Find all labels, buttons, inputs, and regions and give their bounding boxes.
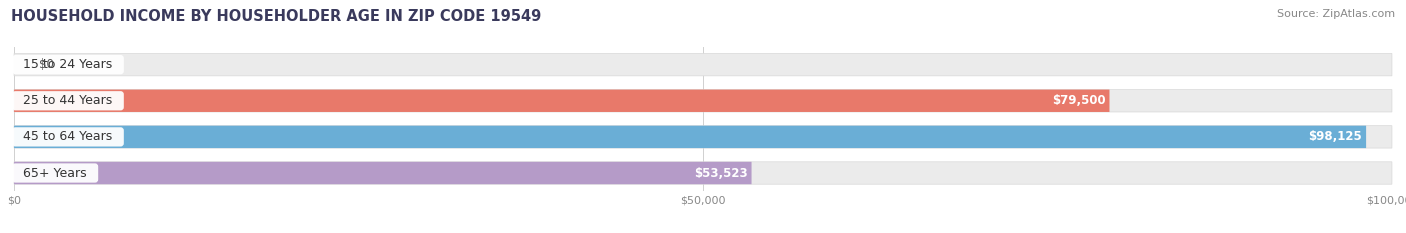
Text: $98,125: $98,125 — [1308, 130, 1362, 143]
Text: HOUSEHOLD INCOME BY HOUSEHOLDER AGE IN ZIP CODE 19549: HOUSEHOLD INCOME BY HOUSEHOLDER AGE IN Z… — [11, 9, 541, 24]
FancyBboxPatch shape — [14, 126, 1367, 148]
Text: 15 to 24 Years: 15 to 24 Years — [15, 58, 121, 71]
FancyBboxPatch shape — [14, 89, 1109, 112]
Text: 45 to 64 Years: 45 to 64 Years — [15, 130, 121, 143]
Text: $79,500: $79,500 — [1052, 94, 1105, 107]
Text: 65+ Years: 65+ Years — [15, 167, 96, 179]
FancyBboxPatch shape — [14, 126, 1392, 148]
FancyBboxPatch shape — [14, 162, 752, 184]
FancyBboxPatch shape — [14, 53, 1392, 76]
Text: 25 to 44 Years: 25 to 44 Years — [15, 94, 121, 107]
Text: $0: $0 — [39, 58, 53, 71]
Text: Source: ZipAtlas.com: Source: ZipAtlas.com — [1277, 9, 1395, 19]
FancyBboxPatch shape — [14, 162, 1392, 184]
FancyBboxPatch shape — [14, 89, 1392, 112]
Text: $53,523: $53,523 — [693, 167, 748, 179]
